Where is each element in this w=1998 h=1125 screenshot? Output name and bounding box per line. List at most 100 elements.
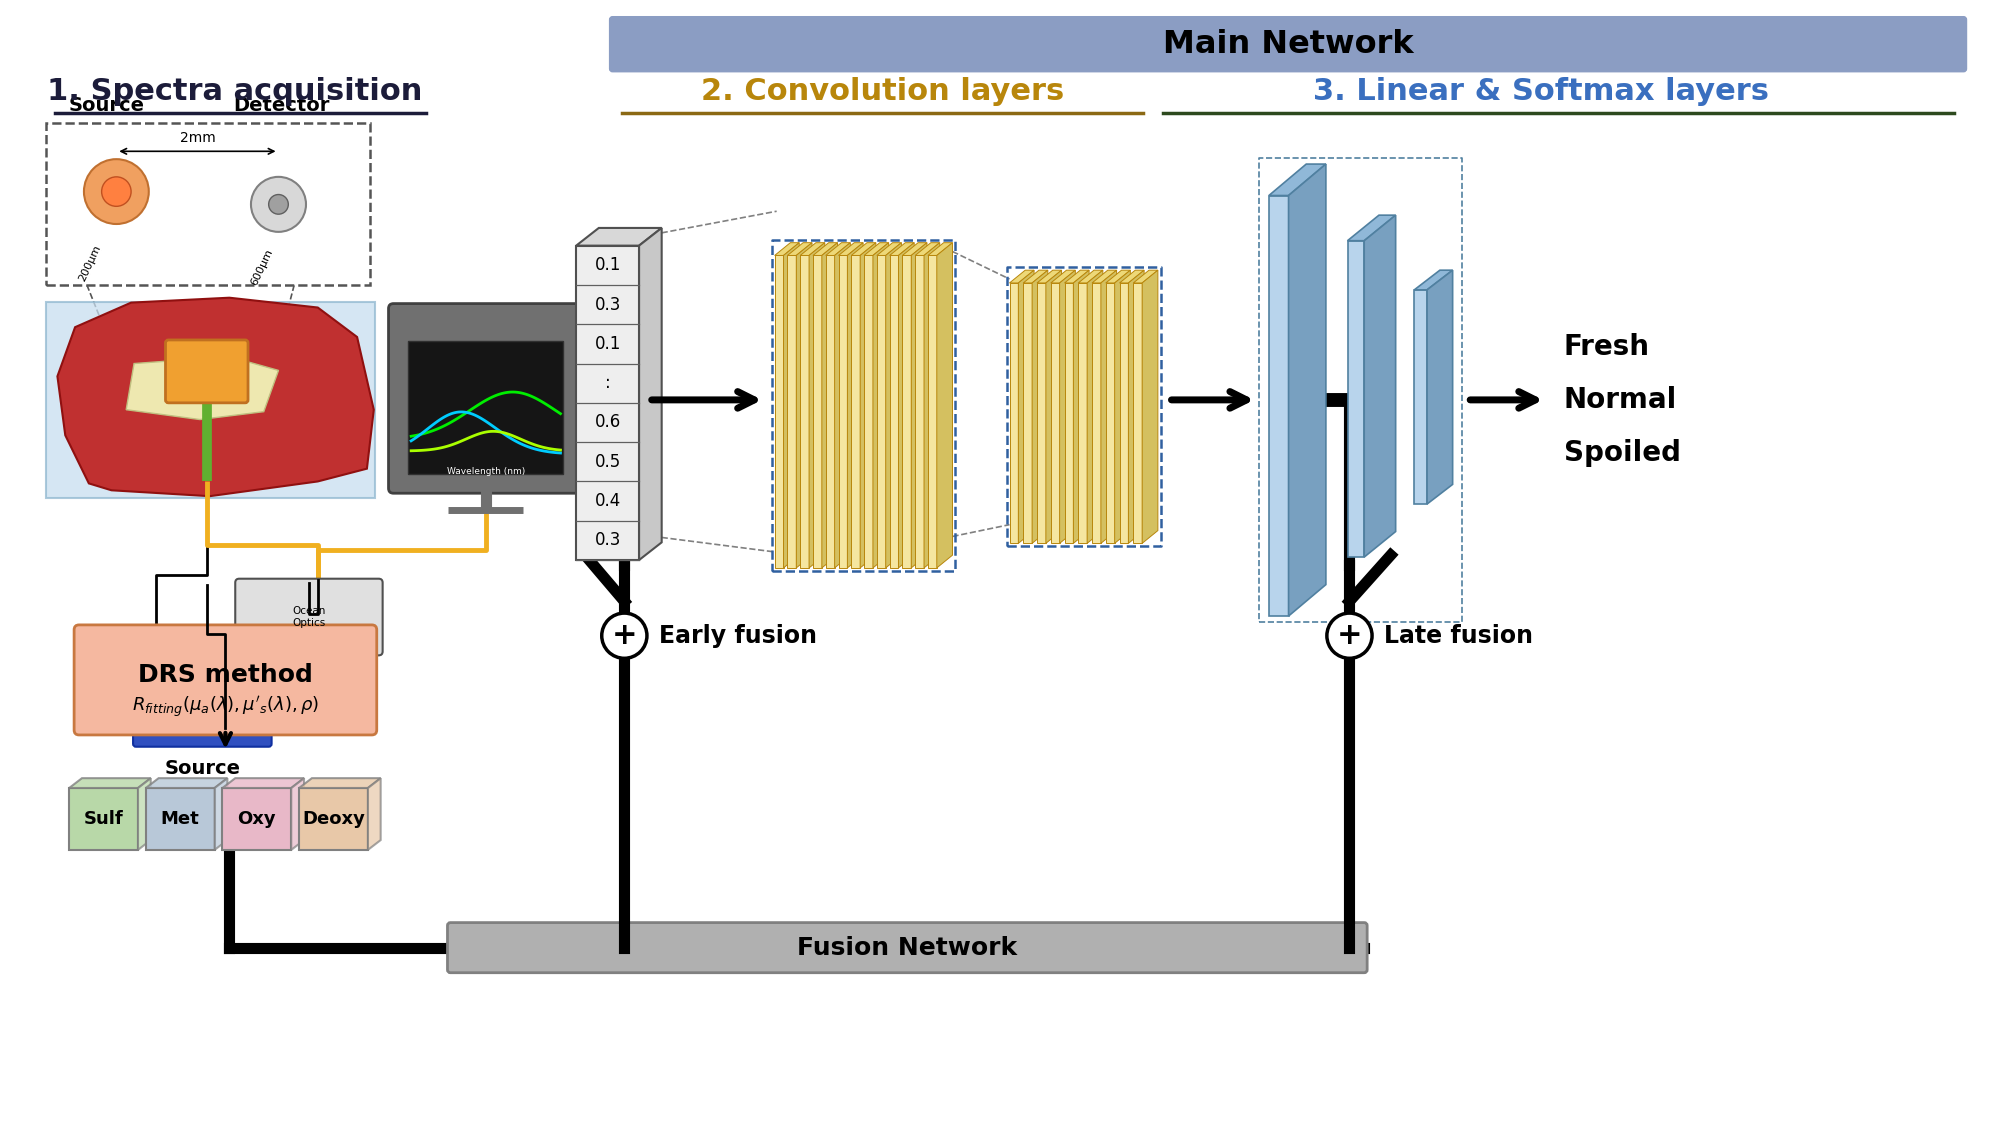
Text: 2. Convolution layers: 2. Convolution layers <box>701 76 1063 106</box>
Polygon shape <box>1415 290 1427 504</box>
Polygon shape <box>775 255 783 568</box>
Circle shape <box>601 613 647 658</box>
Polygon shape <box>575 228 661 245</box>
Text: Met: Met <box>160 810 200 828</box>
Polygon shape <box>1363 215 1395 557</box>
Circle shape <box>1327 613 1371 658</box>
Text: Ocean
Optics: Ocean Optics <box>292 606 326 628</box>
Polygon shape <box>1065 284 1073 543</box>
Polygon shape <box>775 243 799 255</box>
Polygon shape <box>799 243 825 255</box>
Text: Normal: Normal <box>1562 386 1676 414</box>
Polygon shape <box>787 255 795 568</box>
FancyBboxPatch shape <box>46 123 370 285</box>
Polygon shape <box>937 243 951 568</box>
Polygon shape <box>813 255 821 568</box>
Polygon shape <box>859 243 875 568</box>
Text: 600μm: 600μm <box>250 248 274 287</box>
Text: 0.3: 0.3 <box>593 531 621 549</box>
Polygon shape <box>1077 284 1087 543</box>
Polygon shape <box>1087 270 1103 543</box>
Polygon shape <box>1023 284 1031 543</box>
Polygon shape <box>138 778 150 849</box>
Circle shape <box>252 177 306 232</box>
Polygon shape <box>126 357 278 420</box>
FancyBboxPatch shape <box>448 922 1367 973</box>
Polygon shape <box>1073 270 1089 543</box>
Text: 1. Spectra acquisition: 1. Spectra acquisition <box>46 76 422 106</box>
Polygon shape <box>1269 196 1289 616</box>
Polygon shape <box>927 243 951 255</box>
Polygon shape <box>1045 270 1061 543</box>
Polygon shape <box>813 243 837 255</box>
Text: Deoxy: Deoxy <box>302 810 366 828</box>
Polygon shape <box>923 243 939 568</box>
Polygon shape <box>1133 284 1141 543</box>
Polygon shape <box>70 788 138 849</box>
Polygon shape <box>1017 270 1033 543</box>
Polygon shape <box>1009 284 1017 543</box>
Polygon shape <box>1119 270 1143 284</box>
Text: Detector: Detector <box>234 96 330 115</box>
Polygon shape <box>1009 270 1033 284</box>
Polygon shape <box>222 778 304 787</box>
Polygon shape <box>214 778 228 849</box>
Polygon shape <box>787 243 811 255</box>
FancyBboxPatch shape <box>134 685 272 747</box>
Polygon shape <box>825 243 849 255</box>
Polygon shape <box>1347 241 1363 557</box>
Polygon shape <box>1037 284 1045 543</box>
Polygon shape <box>863 255 873 568</box>
Text: Oxy: Oxy <box>238 810 276 828</box>
Polygon shape <box>1105 284 1115 543</box>
Polygon shape <box>1105 270 1129 284</box>
Polygon shape <box>877 243 901 255</box>
Text: 200μm: 200μm <box>78 243 102 284</box>
Polygon shape <box>146 778 228 787</box>
Polygon shape <box>1037 270 1061 284</box>
Text: 0.1: 0.1 <box>593 256 621 274</box>
Polygon shape <box>70 778 150 787</box>
Polygon shape <box>1051 270 1075 284</box>
Polygon shape <box>575 245 639 560</box>
Polygon shape <box>1031 270 1047 543</box>
Text: Fresh: Fresh <box>1562 333 1648 361</box>
Polygon shape <box>639 228 661 560</box>
Polygon shape <box>795 243 811 568</box>
Polygon shape <box>292 778 304 849</box>
Text: 0.5: 0.5 <box>593 452 621 470</box>
Text: 0.4: 0.4 <box>593 492 621 510</box>
Polygon shape <box>915 243 939 255</box>
Polygon shape <box>825 255 835 568</box>
Polygon shape <box>783 243 799 568</box>
Polygon shape <box>901 255 911 568</box>
Polygon shape <box>1091 270 1117 284</box>
FancyBboxPatch shape <box>236 578 382 656</box>
Polygon shape <box>1077 270 1103 284</box>
Polygon shape <box>837 255 847 568</box>
Text: Source: Source <box>68 96 144 115</box>
Polygon shape <box>885 243 901 568</box>
Polygon shape <box>927 255 937 568</box>
Polygon shape <box>1289 164 1325 616</box>
Polygon shape <box>1415 270 1453 290</box>
Polygon shape <box>897 243 913 568</box>
Polygon shape <box>1065 270 1089 284</box>
Polygon shape <box>851 243 875 255</box>
Polygon shape <box>1269 164 1325 196</box>
Polygon shape <box>300 788 368 849</box>
Text: Source: Source <box>164 758 240 777</box>
Polygon shape <box>809 243 825 568</box>
Polygon shape <box>146 788 214 849</box>
Polygon shape <box>873 243 889 568</box>
Polygon shape <box>368 778 380 849</box>
FancyBboxPatch shape <box>74 624 376 735</box>
Circle shape <box>102 177 132 206</box>
Polygon shape <box>851 255 859 568</box>
Text: Early fusion: Early fusion <box>659 623 817 648</box>
Polygon shape <box>1051 284 1059 543</box>
Text: 2mm: 2mm <box>180 132 216 145</box>
Polygon shape <box>1133 270 1157 284</box>
Text: +: + <box>611 621 637 650</box>
Text: $R_{fitting}(\mu_a(\lambda),\mu'_s(\lambda),\rho)$: $R_{fitting}(\mu_a(\lambda),\mu'_s(\lamb… <box>132 695 320 720</box>
